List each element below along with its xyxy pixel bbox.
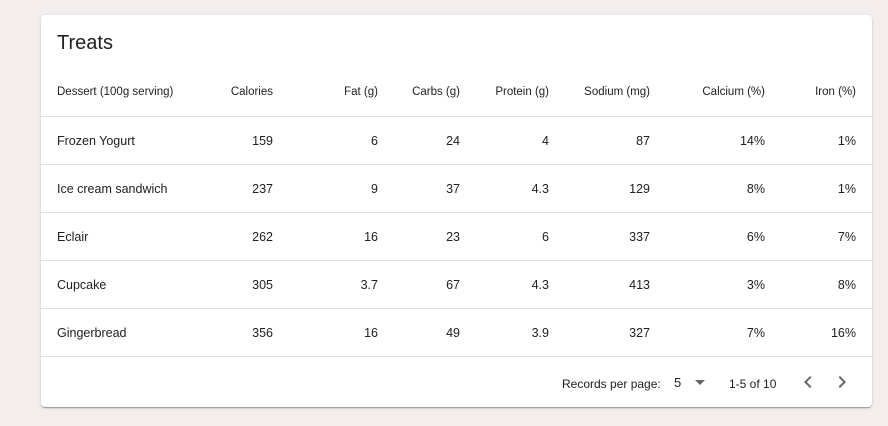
column-header-protein[interactable]: Protein (g): [460, 68, 549, 117]
cell-calcium: 8%: [650, 164, 765, 213]
column-header-calcium[interactable]: Calcium (%): [650, 68, 765, 117]
cell-fat: 9: [273, 164, 378, 213]
cell-sodium: 413: [549, 260, 650, 309]
chevron-right-icon: [838, 376, 846, 388]
cell-protein: 4: [460, 116, 549, 165]
cell-carbs: 67: [378, 260, 460, 309]
data-table: Dessert (100g serving) Calories Fat (g) …: [41, 68, 872, 357]
cell-dessert: Ice cream sandwich: [41, 164, 184, 213]
table-title: Treats: [57, 32, 113, 54]
cell-sodium: 87: [549, 116, 650, 165]
table-row[interactable]: Gingerbread 356 16 49 3.9 327 7% 16%: [41, 308, 872, 357]
cell-dessert: Frozen Yogurt: [41, 116, 184, 165]
cell-calories: 159: [184, 116, 273, 165]
cell-calcium: 3%: [650, 260, 765, 309]
cell-protein: 6: [460, 212, 549, 261]
cell-sodium: 327: [549, 308, 650, 357]
chevron-left-icon: [804, 376, 812, 388]
cell-calories: 237: [184, 164, 273, 213]
cell-calories: 305: [184, 260, 273, 309]
previous-page-button[interactable]: [796, 370, 820, 394]
table-header-row: Dessert (100g serving) Calories Fat (g) …: [41, 68, 872, 117]
column-header-calories[interactable]: Calories: [184, 68, 273, 117]
pagination-range: 1-5 of 10: [729, 377, 777, 391]
cell-iron: 16%: [765, 308, 872, 357]
column-header-carbs[interactable]: Carbs (g): [378, 68, 460, 117]
column-header-dessert[interactable]: Dessert (100g serving): [41, 68, 184, 117]
cell-fat: 6: [273, 116, 378, 165]
next-page-button[interactable]: [830, 370, 854, 394]
cell-calcium: 7%: [650, 308, 765, 357]
cell-iron: 7%: [765, 212, 872, 261]
cell-carbs: 49: [378, 308, 460, 357]
cell-iron: 8%: [765, 260, 872, 309]
cell-iron: 1%: [765, 164, 872, 213]
cell-calories: 356: [184, 308, 273, 357]
table-row[interactable]: Ice cream sandwich 237 9 37 4.3 129 8% 1…: [41, 164, 872, 213]
cell-iron: 1%: [765, 116, 872, 165]
column-header-iron[interactable]: Iron (%): [765, 68, 872, 117]
table-row[interactable]: Frozen Yogurt 159 6 24 4 87 14% 1%: [41, 116, 872, 165]
cell-fat: 16: [273, 212, 378, 261]
records-per-page-select[interactable]: 5: [674, 375, 682, 390]
cell-carbs: 23: [378, 212, 460, 261]
cell-dessert: Eclair: [41, 212, 184, 261]
cell-dessert: Gingerbread: [41, 308, 184, 357]
cell-calcium: 14%: [650, 116, 765, 165]
cell-carbs: 24: [378, 116, 460, 165]
cell-sodium: 337: [549, 212, 650, 261]
cell-carbs: 37: [378, 164, 460, 213]
cell-protein: 3.9: [460, 308, 549, 357]
cell-protein: 4.3: [460, 260, 549, 309]
cell-fat: 16: [273, 308, 378, 357]
table-pagination-footer: Records per page: 5 1-5 of 10: [41, 358, 872, 407]
cell-sodium: 129: [549, 164, 650, 213]
cell-protein: 4.3: [460, 164, 549, 213]
cell-dessert: Cupcake: [41, 260, 184, 309]
dropdown-arrow-icon[interactable]: [695, 380, 705, 385]
cell-fat: 3.7: [273, 260, 378, 309]
cell-calories: 262: [184, 212, 273, 261]
table-row[interactable]: Cupcake 305 3.7 67 4.3 413 3% 8%: [41, 260, 872, 309]
data-table-card: Treats Dessert (100g serving) Calories F…: [41, 15, 872, 407]
column-header-fat[interactable]: Fat (g): [273, 68, 378, 117]
column-header-sodium[interactable]: Sodium (mg): [549, 68, 650, 117]
cell-calcium: 6%: [650, 212, 765, 261]
records-per-page-label: Records per page:: [562, 377, 661, 391]
table-row[interactable]: Eclair 262 16 23 6 337 6% 7%: [41, 212, 872, 261]
